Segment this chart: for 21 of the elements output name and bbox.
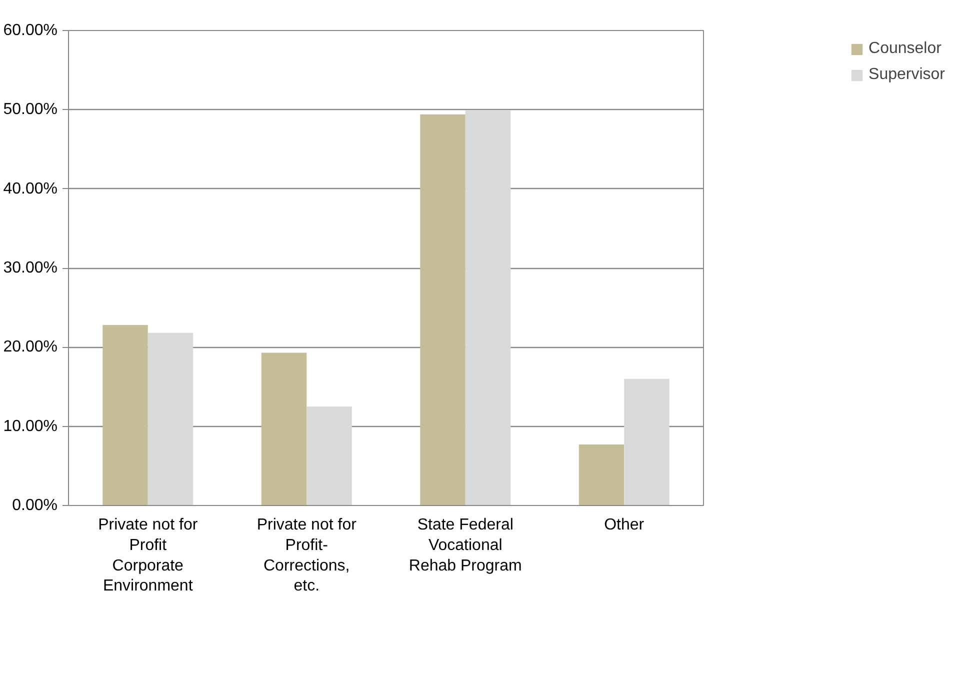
y-tick-label: 30.00% [3,260,58,276]
y-tick-label: 0.00% [12,497,58,514]
bar [420,114,466,506]
legend-label: Supervisor [868,66,945,84]
x-tick-label: Private not for Profit Corporate Environment [98,516,198,595]
x-tick-label: Other [604,516,645,534]
bar [306,406,352,506]
legend-label: Counselor [868,40,942,58]
bar [102,325,148,506]
bar [578,444,624,506]
y-tick-label: 60.00% [3,22,58,39]
y-tick-label: 20.00% [3,338,58,356]
bar [624,378,670,506]
bar [261,352,307,506]
x-tick-label: Private not for Profit-Corrections, etc. [256,516,358,595]
y-tick-label: 50.00% [3,101,58,118]
y-tick-label: 40.00% [3,180,58,198]
y-tick-label: 10.00% [3,418,58,435]
x-tick-label: State Federal Vocational Rehab Program [408,516,522,574]
bar [465,110,511,506]
bar [148,332,194,506]
